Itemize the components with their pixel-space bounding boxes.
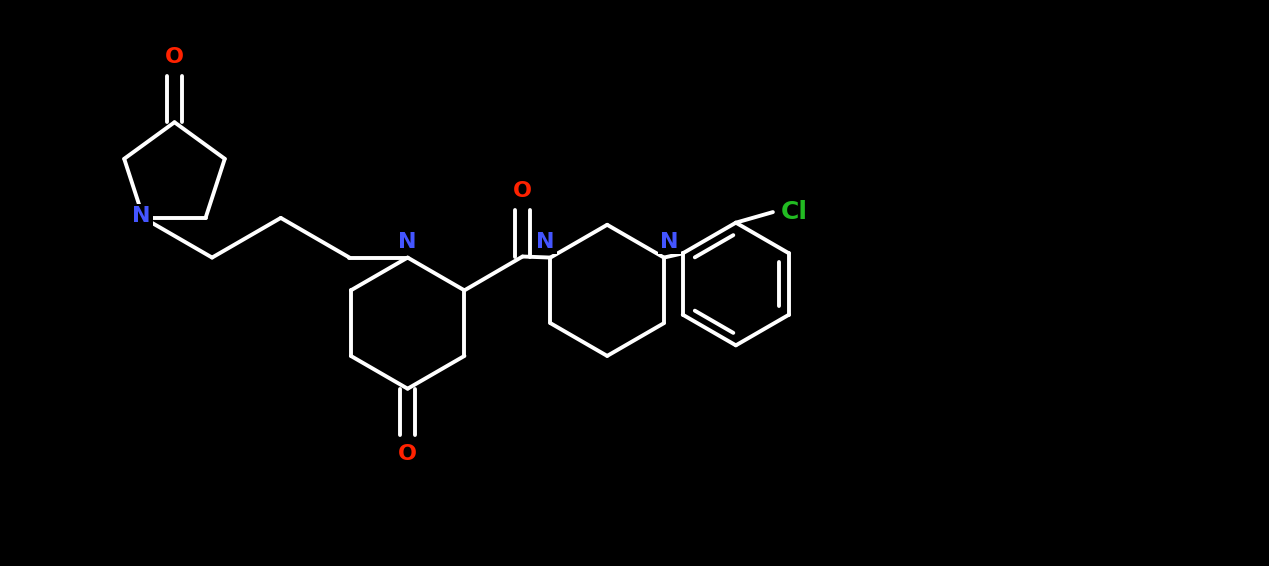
Text: O: O xyxy=(398,444,418,464)
Text: Cl: Cl xyxy=(780,200,807,224)
Text: N: N xyxy=(398,231,418,252)
Text: O: O xyxy=(513,181,532,201)
Text: N: N xyxy=(660,231,679,252)
Text: O: O xyxy=(165,47,184,67)
Text: N: N xyxy=(536,231,555,252)
Text: N: N xyxy=(132,206,151,226)
